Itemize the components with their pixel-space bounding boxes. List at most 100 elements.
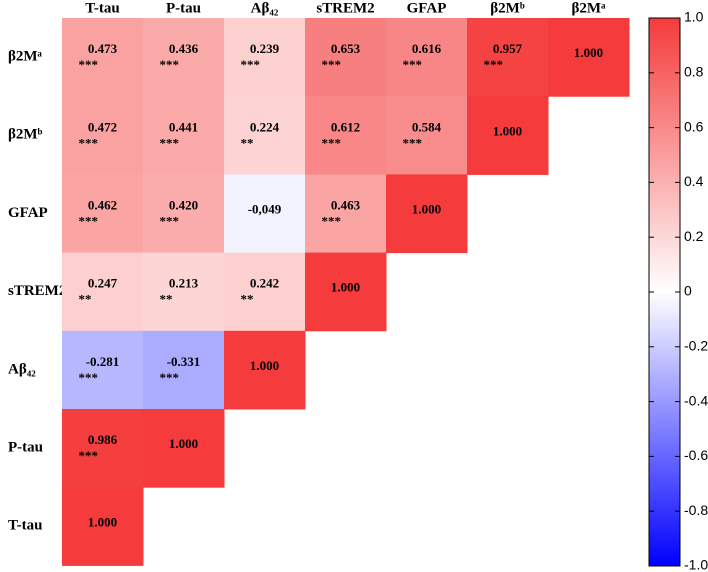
significance: *** [79,57,99,72]
significance: ** [241,135,254,150]
cell-value: 0.242 [250,276,279,291]
cell-value: 0.462 [88,197,117,212]
cell-value: 0.441 [169,119,198,134]
significance: *** [322,135,342,150]
heatmap-cell [224,18,306,97]
cell-value: 0.986 [88,432,118,447]
colorbar-tick-label: -0.4 [684,392,708,408]
row-label: GFAP [8,205,48,221]
significance: *** [79,370,99,385]
heatmap-cell [143,174,225,254]
cell-value: 0.224 [250,119,280,134]
heatmap-cell [467,18,549,97]
row-label: β2Mᵃ [8,49,43,65]
cell-value: 0.473 [88,41,118,56]
cell-value: 0.612 [331,119,360,134]
row-label: T-tau [8,518,42,534]
column-label: T-tau [85,0,119,16]
colorbar-tick-label: 0.8 [684,64,704,80]
column-label: GFAP [407,0,447,16]
heatmap-cell [143,252,225,332]
significance: *** [403,57,423,72]
heatmap-cell [224,330,306,410]
heatmap-cell [386,174,468,254]
colorbar-tick-label: 1.0 [684,9,704,25]
column-label: P-tau [166,0,201,16]
heatmap-cell [224,174,306,254]
heatmap-cell [62,96,144,175]
cell-value: -0.331 [167,354,201,369]
cell-value: 0.239 [250,41,280,56]
heatmap-cell [143,18,225,97]
heatmap-cell [143,96,225,175]
significance: *** [484,57,504,72]
row-label: β2Mᵇ [8,127,43,143]
colorbar-tick-label: 0.4 [684,173,704,189]
cell-value: 0.463 [331,197,361,212]
cell-value: 0.584 [412,119,442,134]
heatmap-cell [386,96,468,175]
cell-value: 1.000 [574,45,603,60]
significance: *** [160,57,180,72]
significance: ** [160,292,173,307]
heatmap-cell [548,18,630,97]
cell-value: 0.213 [169,276,199,291]
cell-value: 0.472 [88,119,117,134]
colorbar-tick-label: -0.2 [684,338,708,354]
significance: *** [79,213,99,228]
heatmap-cell [62,330,144,410]
heatmap-cell [467,96,549,175]
colorbar-tick-label: -0.6 [684,447,708,463]
heatmap-cell [305,96,387,175]
heatmap-cell [143,409,225,488]
cell-value: 0.616 [412,41,442,56]
colorbar-tick-label: -1.0 [684,557,708,572]
column-label: β2Mᵇ [490,0,525,16]
cell-value: 1.000 [250,358,279,373]
heatmap-cell [305,174,387,254]
cell-value: 1.000 [493,123,522,138]
colorbar-tick-label: -0.8 [684,502,708,518]
colorbar-tick-label: 0 [684,283,692,299]
cell-value: 1.000 [412,201,441,216]
cell-value: 0.436 [169,41,199,56]
significance: ** [241,292,254,307]
heatmap-cell [224,252,306,332]
cell-value: -0.281 [86,354,120,369]
heatmap-cell [62,18,144,97]
heatmap-cell [62,487,144,566]
heatmap-cell [386,18,468,97]
cell-value: -0,049 [248,201,282,216]
cell-value: 1.000 [169,436,198,451]
significance: *** [403,135,423,150]
cell-value: 1.000 [331,280,360,295]
significance: *** [322,57,342,72]
heatmap-cell [143,330,225,410]
significance: *** [160,213,180,228]
cell-value: 0.420 [169,197,198,212]
significance: *** [79,135,99,150]
cell-value: 1.000 [88,514,117,529]
row-label: Aβ₄₂ [8,361,36,377]
colorbar [648,17,681,567]
colorbar-tick-label: 0.6 [684,118,704,134]
significance: *** [241,57,261,72]
column-label: sTREM2 [316,0,374,16]
row-label: sTREM2 [8,283,66,299]
column-label: Aβ₄₂ [251,0,279,16]
significance: ** [79,292,92,307]
colorbar-tick-label: 0.2 [684,228,704,244]
significance: *** [79,448,99,463]
column-label: β2Mᵃ [572,0,607,16]
heatmap-cell [305,252,387,332]
row-label: P-tau [8,440,43,456]
heatmap-cell [62,174,144,254]
heatmap-cell [305,18,387,97]
cell-value: 0.653 [331,41,361,56]
heatmap-cell [224,96,306,175]
heatmap-cell [62,409,144,488]
cell-value: 0.957 [493,41,523,56]
heatmap-cell [62,252,144,332]
cell-value: 0.247 [88,276,118,291]
